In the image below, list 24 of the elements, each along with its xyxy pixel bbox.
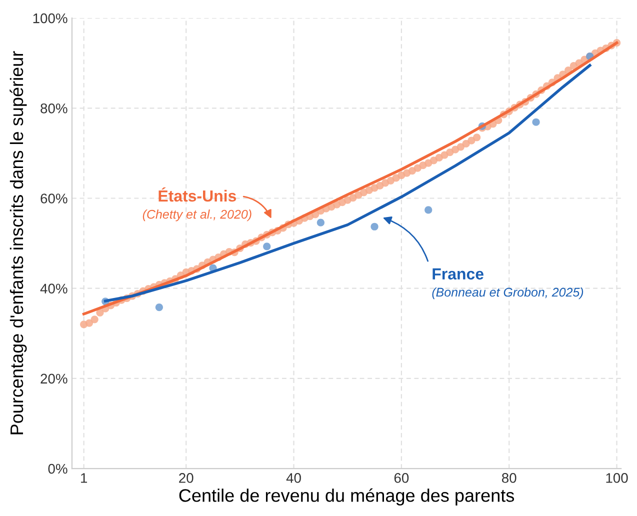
y-tick-label: 20% xyxy=(40,374,68,384)
x-tick-label: 100 xyxy=(606,473,628,483)
y-tick-label: 40% xyxy=(40,284,68,294)
x-tick-label: 60 xyxy=(394,473,409,483)
x-tick-label: 20 xyxy=(179,473,194,483)
annotation: États-Unis xyxy=(158,187,236,202)
point xyxy=(424,206,432,214)
x-axis-title: Centile de revenu du ménage des parents xyxy=(179,488,514,506)
point xyxy=(532,118,540,126)
y-tick-label: 0% xyxy=(48,464,68,474)
y-axis-title: Pourcentage d'enfants inscrits dans le supérieur xyxy=(10,51,27,434)
x-tick-label: 1 xyxy=(81,473,88,483)
x-tick-label: 40 xyxy=(286,473,301,483)
y-tick-label: 80% xyxy=(40,103,68,114)
point xyxy=(155,303,163,312)
y-tick-label: 60% xyxy=(40,194,68,204)
point xyxy=(370,222,378,230)
annotation: France xyxy=(432,268,484,280)
point xyxy=(316,218,324,226)
x-tick-label: 80 xyxy=(502,473,516,483)
point xyxy=(263,242,271,250)
y-tick-label: 100% xyxy=(33,13,68,24)
annotation: (Chetty et al., 2020) xyxy=(142,210,252,222)
annotation: (Bonneau et Grobon, 2025) xyxy=(432,287,584,300)
